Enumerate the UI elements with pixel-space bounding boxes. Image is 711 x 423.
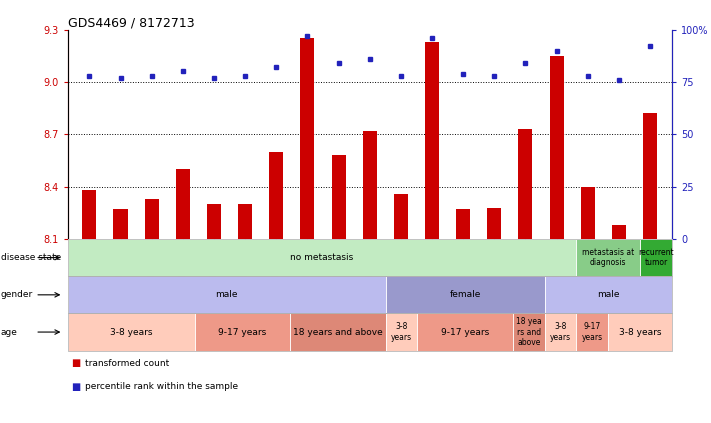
Bar <box>269 152 283 239</box>
Text: transformed count: transformed count <box>85 359 169 368</box>
Bar <box>425 42 439 239</box>
Bar <box>394 194 408 239</box>
Text: metastasis at
diagnosis: metastasis at diagnosis <box>582 248 634 267</box>
Text: age: age <box>1 327 18 337</box>
Text: 3-8 years: 3-8 years <box>110 327 152 337</box>
Text: 9-17 years: 9-17 years <box>218 327 267 337</box>
Text: 18 years and above: 18 years and above <box>293 327 383 337</box>
Bar <box>331 155 346 239</box>
Bar <box>207 204 221 239</box>
Text: gender: gender <box>1 290 33 299</box>
Text: male: male <box>597 290 619 299</box>
Bar <box>518 129 533 239</box>
Text: disease state: disease state <box>1 253 61 262</box>
Text: 18 yea
rs and
above: 18 yea rs and above <box>516 317 542 347</box>
Text: ■: ■ <box>71 382 80 392</box>
Bar <box>363 131 377 239</box>
Text: ■: ■ <box>71 358 80 368</box>
Text: 3-8
years: 3-8 years <box>550 322 571 342</box>
Text: percentile rank within the sample: percentile rank within the sample <box>85 382 238 391</box>
Text: male: male <box>215 290 238 299</box>
Bar <box>550 56 564 239</box>
Bar <box>581 187 595 239</box>
Text: female: female <box>449 290 481 299</box>
Bar <box>238 204 252 239</box>
Text: 9-17
years: 9-17 years <box>582 322 603 342</box>
Text: no metastasis: no metastasis <box>290 253 353 262</box>
Text: 9-17 years: 9-17 years <box>441 327 489 337</box>
Bar <box>643 113 657 239</box>
Bar <box>487 208 501 239</box>
Bar <box>176 169 190 239</box>
Bar <box>612 225 626 239</box>
Bar <box>82 190 97 239</box>
Bar <box>144 199 159 239</box>
Text: recurrent
tumor: recurrent tumor <box>638 248 674 267</box>
Text: 3-8
years: 3-8 years <box>391 322 412 342</box>
Bar <box>114 209 127 239</box>
Bar <box>301 38 314 239</box>
Text: GDS4469 / 8172713: GDS4469 / 8172713 <box>68 17 194 30</box>
Text: 3-8 years: 3-8 years <box>619 327 661 337</box>
Bar <box>456 209 470 239</box>
